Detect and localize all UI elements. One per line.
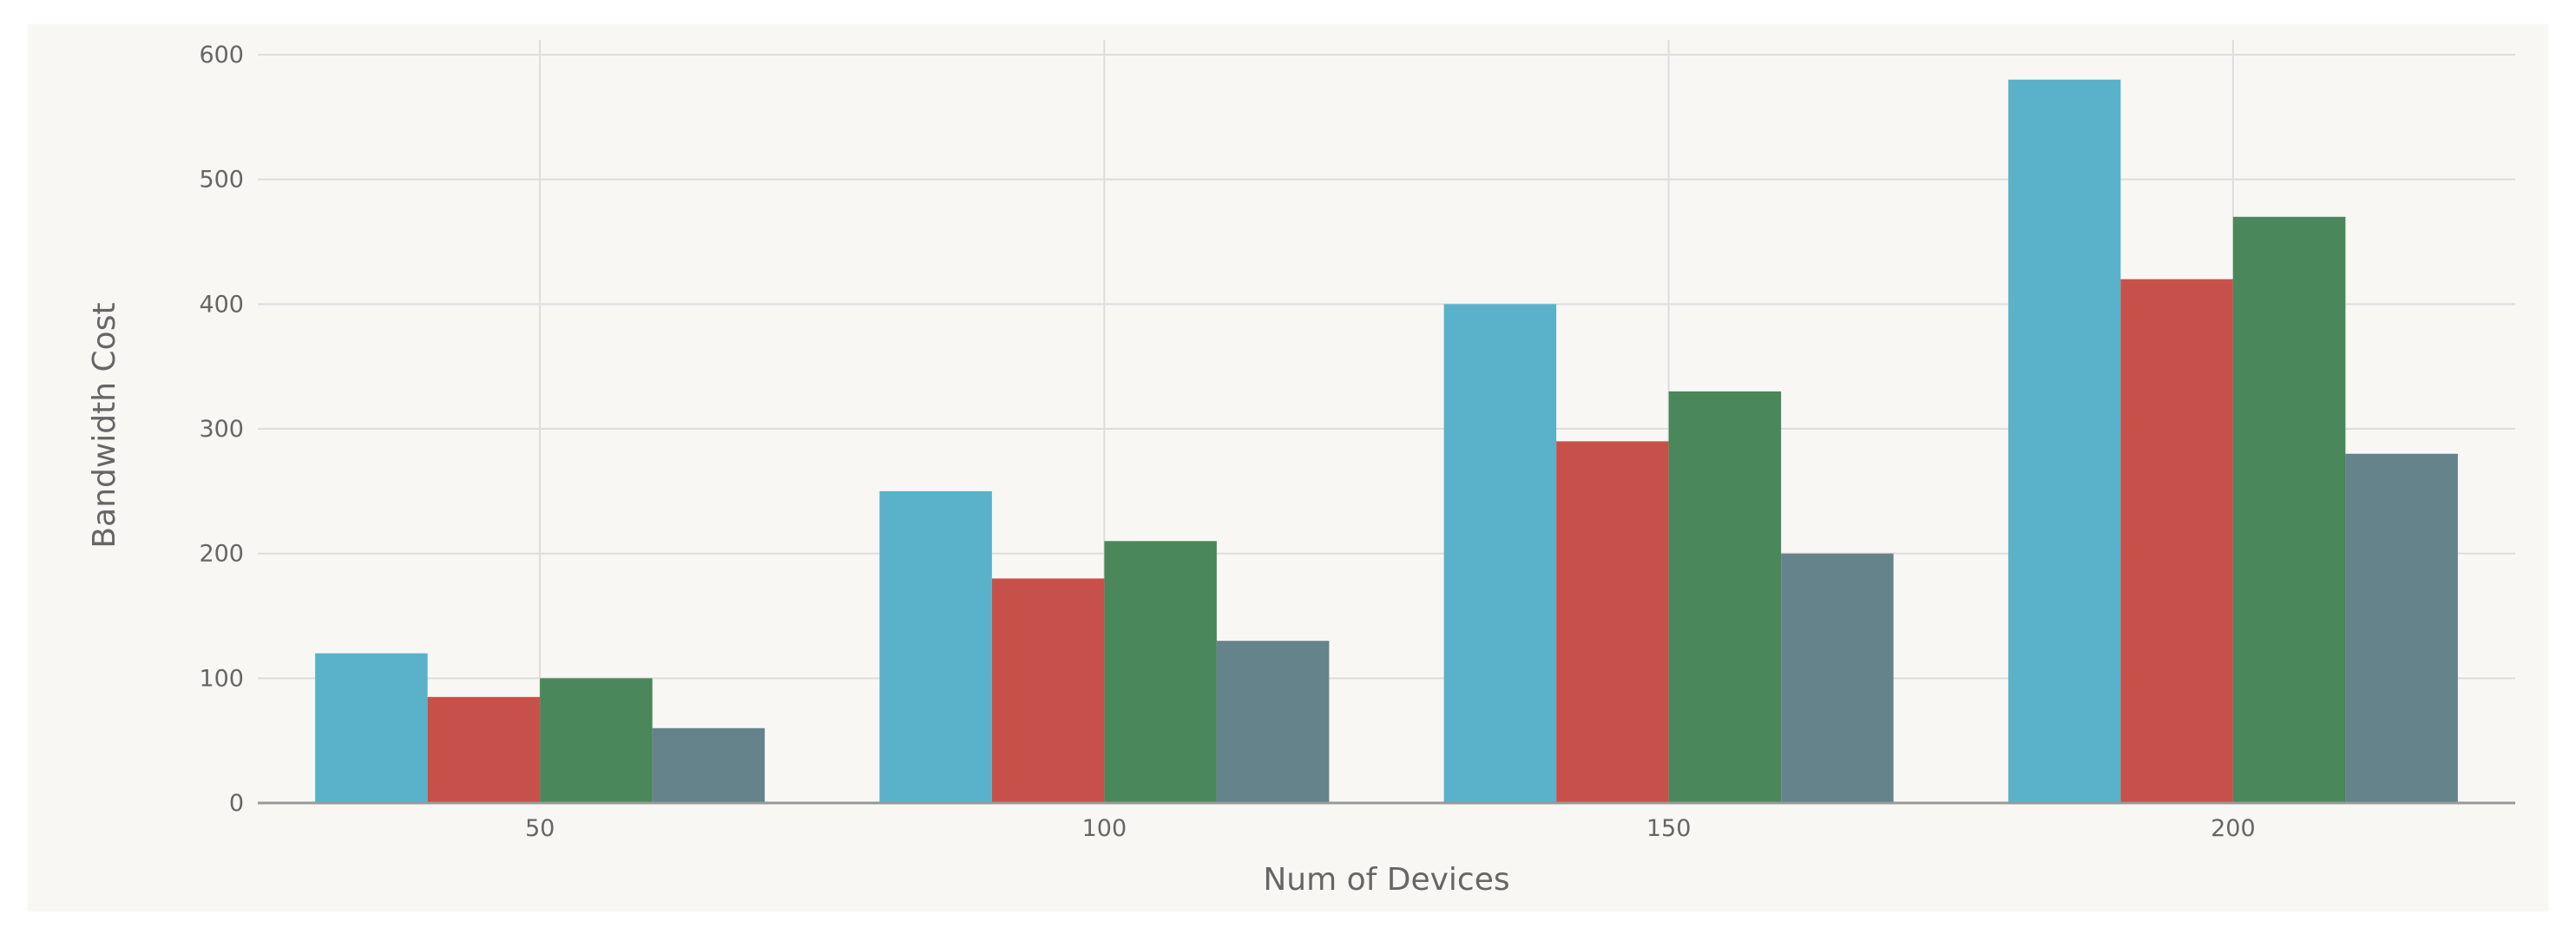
x-axis-title: Num of Devices [1263,862,1509,898]
x-tick-label: 50 [525,815,555,842]
bar [427,696,541,803]
bar [2008,79,2121,803]
bar [1443,304,1557,803]
bar [540,678,653,803]
y-tick-label: 0 [229,790,244,817]
y-tick-label: 400 [199,291,244,318]
bars [315,79,2458,804]
axes: 0 100 200 300 400 500 600 50 100 150 200 [199,42,2515,842]
bar [1556,441,1669,803]
bar [315,653,428,803]
bar [1668,391,1782,803]
x-tick-label: 150 [1646,815,1692,842]
bar [1104,541,1217,803]
bar [652,727,766,803]
bar [991,578,1105,803]
bar [2232,216,2346,803]
bar [1216,641,1330,803]
bar [879,490,992,803]
y-tick-label: 200 [199,541,244,568]
bar [1781,553,1894,803]
x-tick-label: 200 [2211,815,2256,842]
y-axis-title: Bandwidth Cost [87,302,122,548]
x-tick-label: 100 [1082,815,1127,842]
bar [2345,453,2458,803]
bar [2120,279,2233,804]
y-tick-label: 300 [199,416,244,443]
y-tick-label: 100 [199,665,244,692]
y-tick-label: 500 [199,167,244,194]
y-tick-label: 600 [199,42,244,69]
